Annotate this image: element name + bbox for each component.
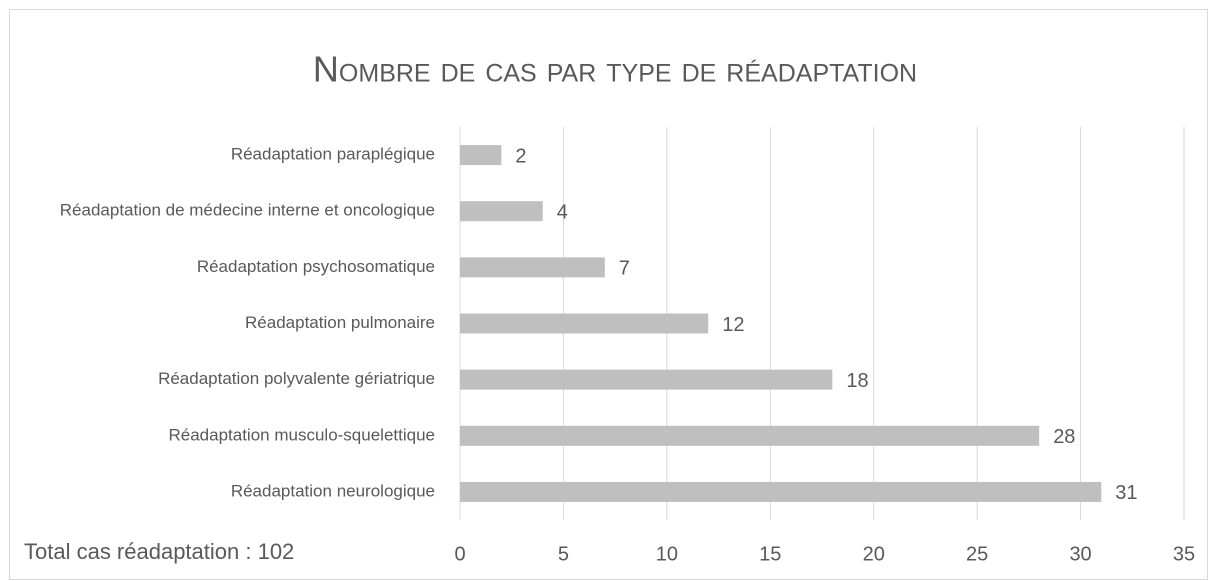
y-tick-label: Réadaptation pulmonaire (245, 313, 435, 332)
bar (460, 369, 833, 390)
bar (460, 425, 1040, 446)
data-label: 28 (1053, 426, 1075, 448)
x-tick-label: 25 (966, 543, 988, 565)
data-label: 31 (1115, 482, 1137, 504)
bar (460, 201, 543, 222)
y-tick-label: Réadaptation psychosomatique (197, 257, 435, 276)
data-label: 4 (557, 201, 568, 223)
bar (460, 481, 1102, 502)
y-tick-label: Réadaptation de médecine interne et onco… (60, 201, 435, 220)
x-tick-label: 15 (759, 543, 781, 565)
x-tick-label: 5 (558, 543, 569, 565)
total-annotation: Total cas réadaptation : 102 (24, 539, 294, 564)
x-tick-label: 30 (1069, 543, 1091, 565)
data-label: 12 (722, 314, 744, 336)
chart-title: Nombre de cas par type de réadaptation (313, 49, 917, 90)
data-label: 18 (846, 370, 868, 392)
bar (460, 313, 709, 334)
y-tick-label: Réadaptation musculo-squelettique (168, 425, 435, 444)
data-label: 7 (619, 258, 630, 280)
bar (460, 257, 605, 278)
y-tick-label: Réadaptation neurologique (231, 481, 435, 500)
bar (460, 145, 502, 166)
y-tick-label: Réadaptation polyvalente gériatrique (158, 369, 435, 388)
x-tick-label: 0 (454, 543, 465, 565)
x-tick-label: 10 (656, 543, 678, 565)
x-tick-label: 35 (1173, 543, 1195, 565)
y-tick-label: Réadaptation paraplégique (231, 145, 435, 164)
x-tick-label: 20 (863, 543, 885, 565)
data-label: 2 (515, 145, 526, 167)
